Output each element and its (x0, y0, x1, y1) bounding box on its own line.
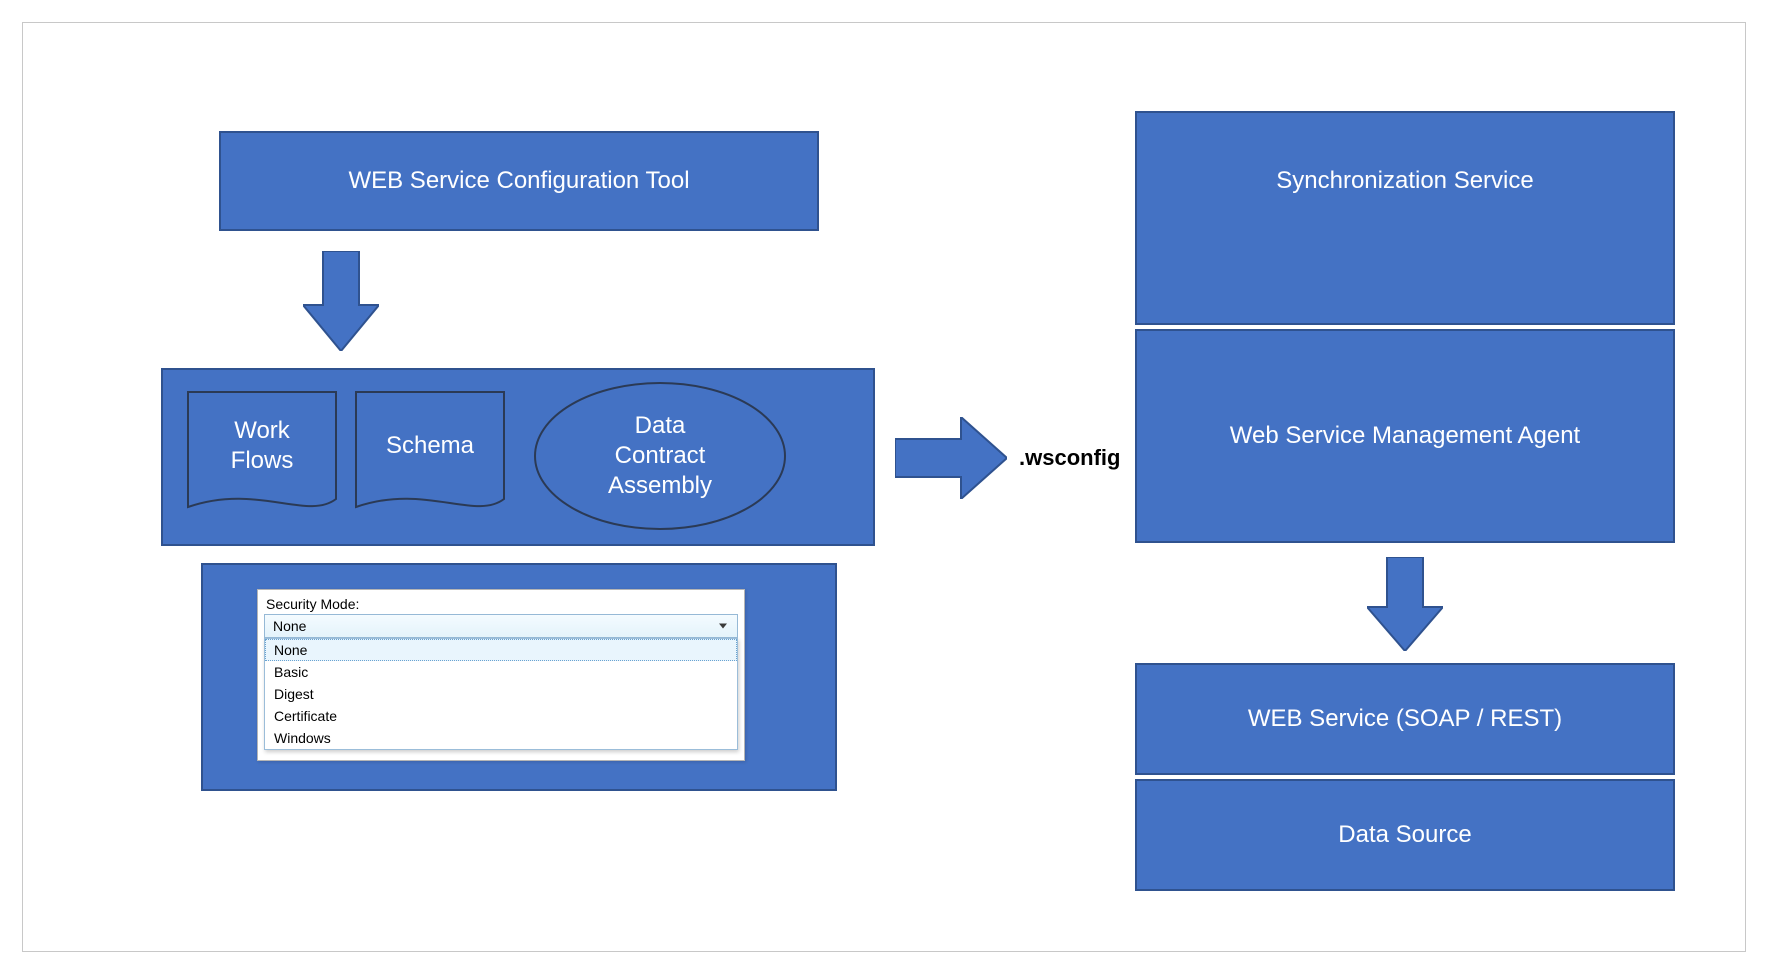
edge-label-wsconfig: .wsconfig (1019, 445, 1120, 471)
security-mode-option[interactable]: Certificate (265, 705, 737, 727)
arrow-right (895, 417, 1007, 499)
schema-text: Schema (386, 431, 474, 461)
node-data-source: Data Source (1135, 779, 1675, 891)
security-mode-list: None Basic Digest Certificate Windows (264, 638, 738, 750)
node-config-tool-label: WEB Service Configuration Tool (348, 167, 689, 195)
security-mode-option[interactable]: Basic (265, 661, 737, 683)
security-mode-dropdown: Security Mode: None None Basic Digest Ce… (257, 589, 745, 761)
assembly-line3: Assembly (608, 471, 712, 501)
node-web-service-label: WEB Service (SOAP / REST) (1248, 705, 1562, 733)
node-sync-service: Synchronization Service (1135, 111, 1675, 325)
security-mode-label: Security Mode: (258, 590, 744, 614)
shape-schema-label: Schema (355, 401, 505, 491)
node-config-tool: WEB Service Configuration Tool (219, 131, 819, 231)
arrow-down-1 (303, 251, 379, 351)
node-mgmt-agent: Web Service Management Agent (1135, 329, 1675, 543)
shape-assembly-label: Data Contract Assembly (533, 391, 787, 521)
security-mode-option[interactable]: Digest (265, 683, 737, 705)
security-mode-option[interactable]: Windows (265, 727, 737, 749)
arrow-down-2 (1367, 557, 1443, 651)
node-sync-service-label: Synchronization Service (1276, 167, 1533, 195)
security-mode-selected-text: None (273, 618, 306, 634)
node-mgmt-agent-label: Web Service Management Agent (1230, 422, 1580, 450)
assembly-line2: Contract (615, 441, 706, 471)
workflows-line1: Work (234, 416, 290, 446)
assembly-line1: Data (635, 411, 686, 441)
node-web-service: WEB Service (SOAP / REST) (1135, 663, 1675, 775)
shape-workflows-label: Work Flows (187, 401, 337, 491)
diagram-canvas: WEB Service Configuration Tool Work Flow… (22, 22, 1746, 952)
node-data-source-label: Data Source (1338, 821, 1471, 849)
security-mode-selected[interactable]: None (264, 614, 738, 638)
workflows-line2: Flows (231, 446, 294, 476)
security-mode-option[interactable]: None (265, 639, 737, 661)
